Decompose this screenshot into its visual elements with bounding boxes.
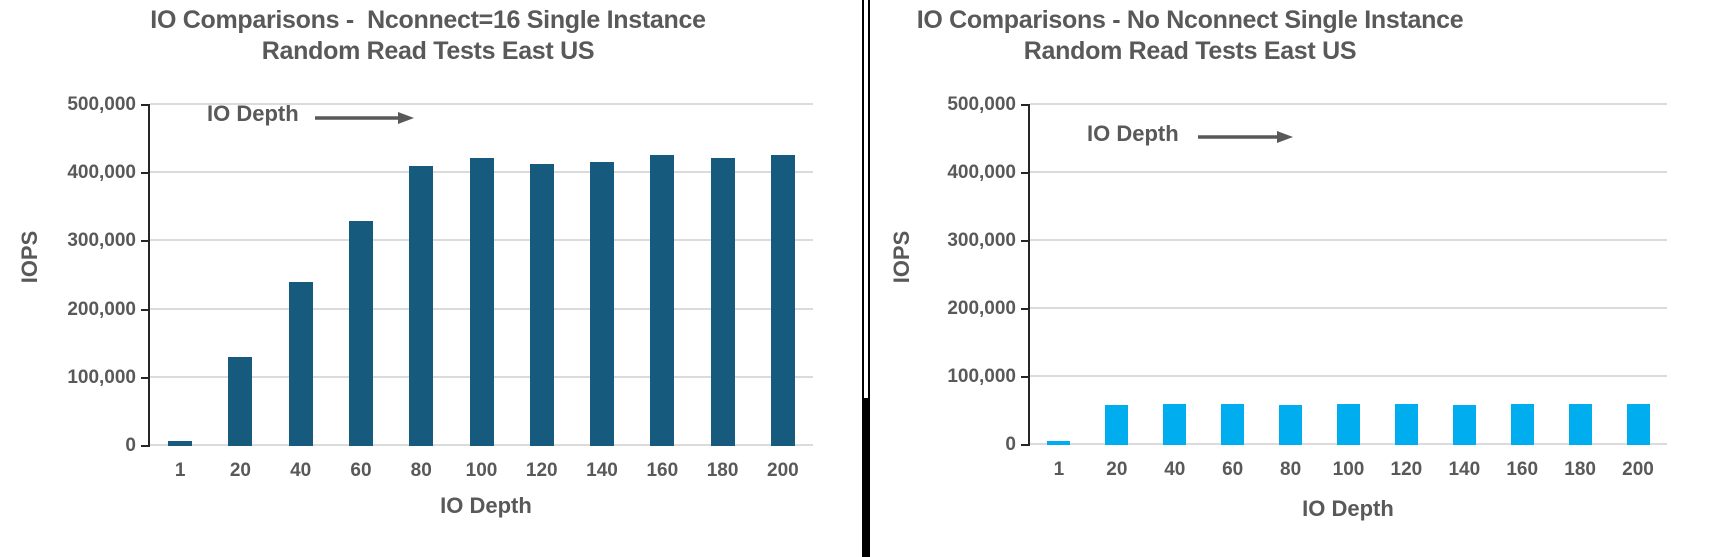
- bar-io-depth-20: [1105, 404, 1129, 445]
- bar-io-depth-20: [228, 357, 253, 446]
- x-tick-label: 1: [174, 460, 186, 481]
- y-tick-mark: [1021, 376, 1030, 378]
- y-tick-label: 400,000: [67, 162, 136, 184]
- bar-io-depth-180: [710, 157, 735, 446]
- y-tick-mark: [1021, 172, 1030, 174]
- bar-io-depth-60: [1221, 403, 1245, 445]
- right-arrow-icon: [315, 112, 414, 124]
- x-tick-label: 20: [229, 460, 251, 481]
- annotation-io-depth: IO Depth: [1087, 121, 1179, 146]
- x-tick-label: 40: [1164, 459, 1186, 480]
- bar-io-depth-80: [409, 166, 434, 446]
- x-tick-label: 80: [1280, 459, 1302, 480]
- annotation-io-depth: IO Depth: [207, 101, 299, 126]
- y-tick-mark: [141, 308, 150, 311]
- y-tick-mark: [141, 445, 150, 447]
- bar-io-depth-140: [590, 161, 615, 446]
- plot-area: [150, 103, 813, 446]
- bar-io-depth-100: [469, 158, 494, 446]
- x-tick-label: 200: [767, 460, 799, 481]
- bar-io-depth-200: [1626, 404, 1650, 445]
- chart-title-line1: IO Comparisons - Nconnect=16 Single Inst…: [150, 6, 706, 34]
- bar-io-depth-40: [288, 281, 313, 446]
- y-tick-label: 500,000: [67, 94, 136, 115]
- y-tick-label: 100,000: [947, 366, 1016, 387]
- y-tick-label: 0: [1005, 434, 1016, 455]
- x-tick-label: 120: [1390, 459, 1423, 480]
- y-tick-label: 500,000: [947, 94, 1016, 115]
- bar-io-depth-120: [529, 163, 554, 446]
- y-tick-label: 200,000: [947, 298, 1016, 319]
- bar-io-depth-160: [1510, 403, 1534, 445]
- y-axis-line: [1028, 105, 1030, 445]
- x-tick-label: 140: [1448, 459, 1481, 480]
- y-tick-mark: [141, 376, 150, 379]
- x-tick-label: 60: [1222, 459, 1244, 480]
- y-tick-mark: [141, 104, 150, 106]
- x-tick-label: 20: [1106, 459, 1128, 480]
- y-axis-line: [148, 105, 150, 446]
- x-tick-label: 40: [290, 460, 312, 481]
- y-tick-mark: [141, 172, 150, 175]
- chart-title-line2: Random Read Tests East US: [261, 37, 595, 65]
- x-tick-label: 140: [586, 460, 618, 481]
- bar-io-depth-180: [1568, 404, 1592, 445]
- x-axis-title: IO Depth: [1302, 496, 1394, 521]
- y-tick-label: 300,000: [67, 230, 136, 252]
- x-tick-label: 100: [1332, 459, 1365, 480]
- bar-io-depth-1: [168, 441, 193, 446]
- gridline: [1030, 239, 1667, 241]
- bar-io-depth-60: [348, 220, 373, 446]
- plot-area: [1030, 103, 1667, 445]
- gridline: [1030, 307, 1667, 309]
- y-tick-mark: [1021, 444, 1030, 446]
- gridline: [1030, 103, 1667, 105]
- x-tick-label: 180: [1564, 459, 1596, 480]
- y-tick-mark: [141, 240, 150, 243]
- x-tick-label: 160: [1506, 459, 1539, 480]
- x-tick-label: 160: [646, 460, 679, 481]
- y-tick-mark: [1021, 308, 1030, 310]
- x-tick-label: 120: [525, 460, 558, 481]
- gridline: [150, 103, 813, 105]
- section-divider-thick: [862, 398, 870, 557]
- x-tick-label: 1: [1053, 459, 1065, 480]
- bar-io-depth-120: [1394, 404, 1418, 445]
- x-tick-label: 60: [350, 460, 372, 481]
- gridline: [1030, 375, 1667, 377]
- section-divider-thin: [862, 0, 870, 398]
- chart-no-nconnect: IO Comparisons - No Nconnect Single Inst…: [856, 0, 1712, 557]
- gridline: [1030, 171, 1667, 173]
- chart-title: IO Comparisons - Nconnect=16 Single Inst…: [0, 5, 856, 67]
- y-tick-label: 400,000: [947, 162, 1016, 183]
- chart-title-line1: IO Comparisons - No Nconnect Single Inst…: [916, 6, 1464, 34]
- y-tick-mark: [1021, 104, 1030, 106]
- chart-title: IO Comparisons - No Nconnect Single Inst…: [840, 5, 1540, 67]
- x-tick-label: 200: [1622, 459, 1654, 480]
- x-axis-title: IO Depth: [440, 493, 532, 518]
- y-tick-label: 100,000: [67, 366, 136, 388]
- bar-io-depth-200: [770, 155, 795, 446]
- bar-io-depth-160: [650, 155, 675, 446]
- bar-io-depth-100: [1337, 403, 1360, 445]
- chart-nconnect16: IO Comparisons - Nconnect=16 Single Inst…: [0, 5, 856, 518]
- x-tick-label: 180: [706, 460, 739, 481]
- x-tick-label: 80: [410, 460, 432, 481]
- bar-io-depth-1: [1047, 440, 1071, 445]
- bar-io-depth-140: [1452, 404, 1476, 445]
- y-tick-label: 300,000: [947, 230, 1016, 251]
- bar-io-depth-40: [1163, 404, 1187, 445]
- y-tick-label: 200,000: [67, 298, 136, 320]
- y-tick-label: 0: [125, 435, 136, 456]
- x-tick-label: 100: [465, 460, 498, 481]
- right-arrow-icon: [1198, 131, 1293, 143]
- bar-io-depth-80: [1279, 404, 1303, 445]
- chart-title-line2: Random Read Tests East US: [1023, 37, 1357, 65]
- y-tick-mark: [1021, 240, 1030, 242]
